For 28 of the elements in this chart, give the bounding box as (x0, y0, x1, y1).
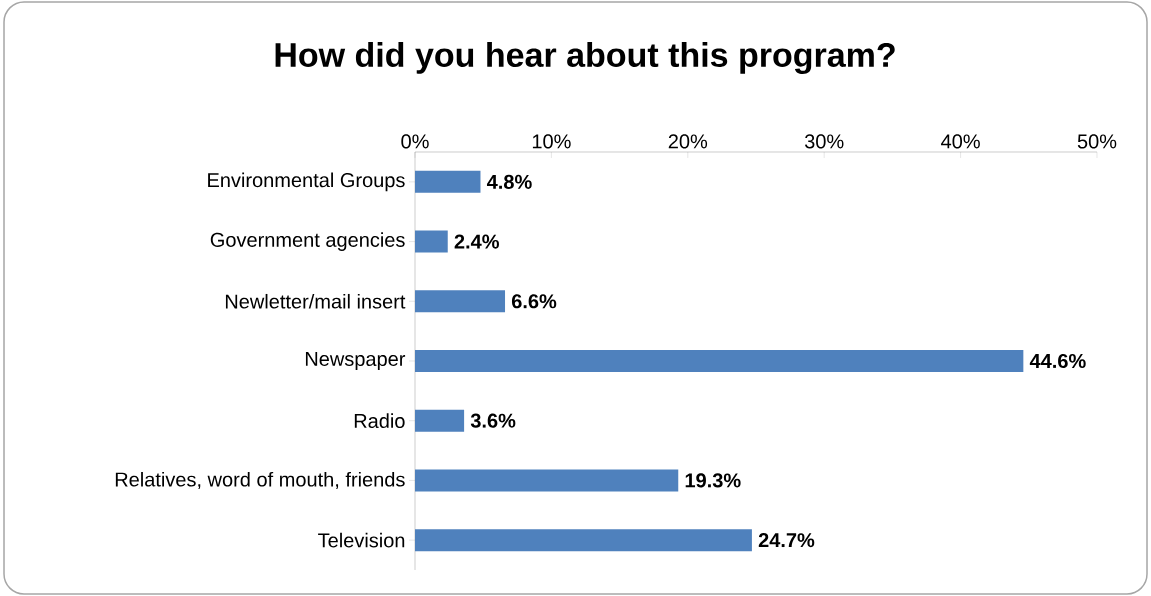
x-tick-label: 30% (804, 134, 844, 149)
x-tick-label: 50% (1077, 134, 1117, 149)
y-tick-label: Environmental Groups (208, 172, 405, 192)
data-label: 6.6% (511, 294, 557, 309)
bar (415, 409, 465, 432)
y-tick-label: Relatives, word of mouth, friends (115, 471, 405, 489)
data-label: 4.8% (486, 174, 532, 189)
x-tick-label: 0% (401, 134, 429, 149)
bar (415, 290, 506, 313)
data-label: 19.3% (685, 473, 741, 488)
chart-title: How did you hear about this program? (275, 42, 895, 74)
bar (415, 529, 752, 552)
x-tick-label: 10% (532, 134, 571, 149)
data-label: 44.6% (1029, 353, 1086, 369)
data-label: 2.4% (454, 234, 499, 249)
x-tick-label: 20% (668, 134, 708, 149)
y-tick-label: Newletter/mail insert (225, 293, 406, 309)
data-label: 24.7% (758, 533, 815, 548)
y-tick-label: Television (318, 532, 405, 548)
y-tick-label: Newspaper (305, 352, 406, 370)
bar (415, 170, 481, 193)
bar (415, 469, 679, 492)
bar (415, 230, 448, 253)
x-tick-label: 40% (941, 134, 980, 149)
data-label: 3.6% (470, 413, 516, 428)
y-tick-label: Radio (354, 413, 405, 429)
y-tick-label: Government agencies (210, 232, 405, 251)
bar (415, 350, 1024, 372)
